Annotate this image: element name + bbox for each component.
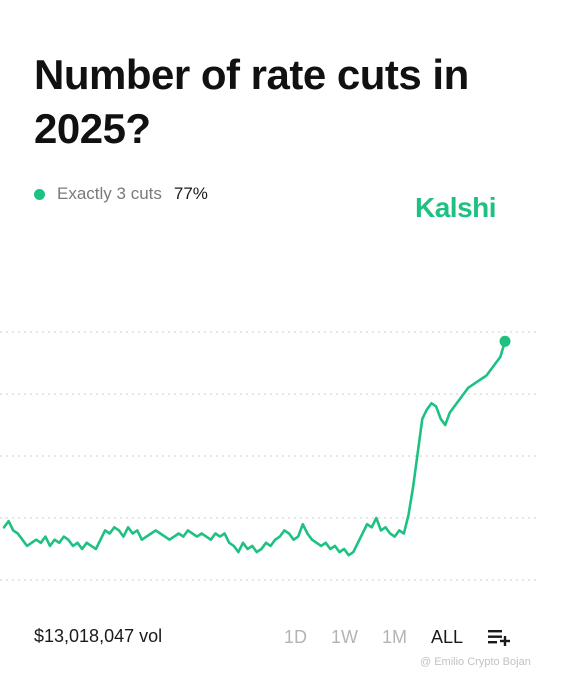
chart-grid [0,331,540,581]
range-1m[interactable]: 1M [382,626,408,647]
time-range-selector: 1D 1W 1M ALL [284,626,511,648]
range-1w[interactable]: 1W [331,626,359,647]
range-all[interactable]: ALL [431,626,464,647]
line-chart [0,331,540,581]
chart-series [2,335,511,557]
range-1d[interactable]: 1D [284,626,308,647]
legend-dot-icon [34,188,45,200]
playlist-add-icon[interactable] [487,626,511,648]
volume-text: $13,018,047 vol [34,626,163,646]
watermark: @ Emilio Crypto Bojan [420,656,531,668]
chart-legend: Exactly 3 cuts 77% [34,182,208,206]
series-end-point [499,335,511,347]
legend-label: Exactly 3 cuts [57,184,162,203]
brand-logo: Kalshi [415,192,497,223]
page-title: Number of rate cuts in 2025? [34,51,469,152]
legend-value: 77% [173,184,208,203]
series-line [2,340,507,557]
